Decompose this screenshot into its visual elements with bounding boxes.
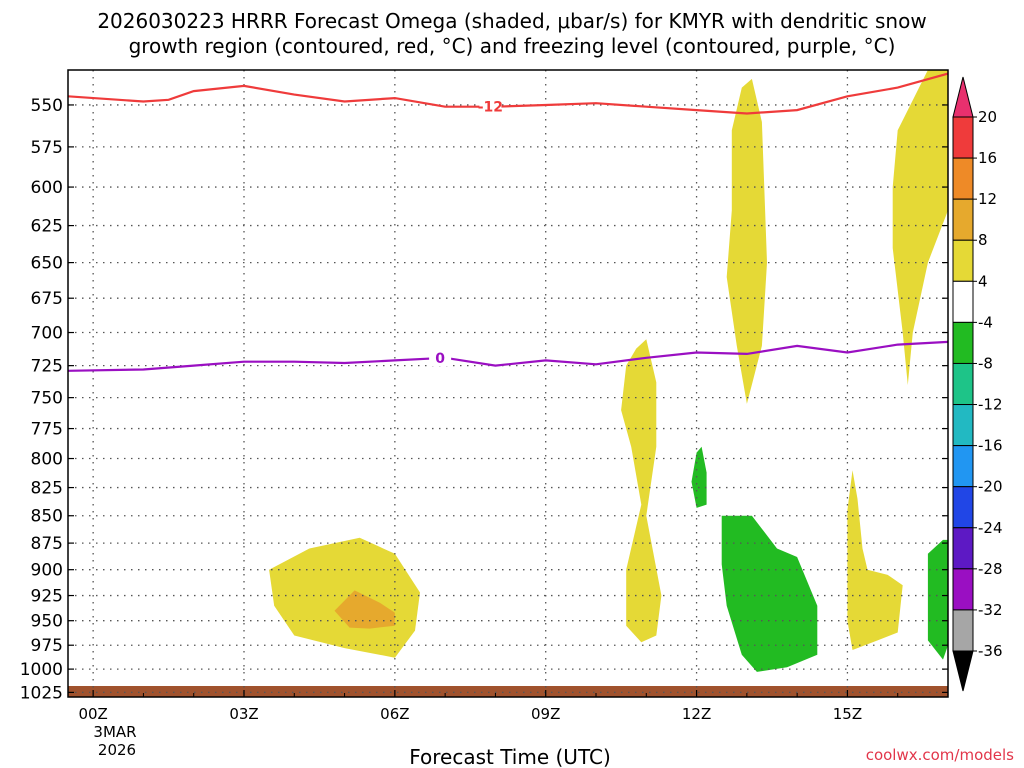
omega-region-rising-motion-4-8-upper-right bbox=[892, 70, 948, 385]
colorbar-swatch bbox=[952, 609, 974, 652]
dendritic-snow-growth-contour bbox=[68, 72, 948, 115]
y-tick-label: 850 bbox=[31, 507, 63, 527]
x-tick-label: 15Z bbox=[833, 705, 862, 723]
colorbar-bottom-arrow bbox=[952, 650, 974, 692]
colorbar-label: 20 bbox=[978, 108, 997, 126]
omega-region-rising-motion-4-8-11z-column bbox=[621, 339, 662, 643]
y-tick-label: 1025 bbox=[20, 683, 63, 703]
ground-surface-band bbox=[68, 686, 948, 697]
colorbar-label: -24 bbox=[978, 519, 1003, 537]
y-axis: 550 575 600 625 650 675 700 725 750 775 800 825 850 8… bbox=[20, 96, 948, 703]
omega-region-sinking-motion-4-8-right-edge bbox=[927, 539, 948, 660]
colorbar-swatch bbox=[952, 568, 974, 611]
x-date-label-day: 3MAR bbox=[93, 723, 136, 741]
colorbar-swatch bbox=[952, 486, 974, 529]
plot-area: -12 0 bbox=[67, 69, 949, 698]
watermark: coolwx.com/models bbox=[866, 746, 1014, 764]
colorbar-swatch bbox=[952, 404, 974, 447]
y-tick-label: 800 bbox=[31, 450, 63, 470]
x-date-label-year: 2026 bbox=[98, 741, 136, 759]
omega-region-rising-motion-4-8-15z-column bbox=[847, 470, 903, 650]
freezing-level-contour-label: 0 bbox=[435, 351, 445, 367]
colorbar-swatch bbox=[952, 157, 974, 200]
colorbar-label: 8 bbox=[978, 231, 988, 249]
colorbar-label: -4 bbox=[978, 313, 993, 331]
dendritic-snow-growth-contour-label-bg bbox=[479, 98, 502, 115]
chart-title-line-2: growth region (contoured, red, °C) and f… bbox=[129, 34, 896, 58]
y-tick-label: 725 bbox=[31, 357, 63, 377]
x-axis: 00Z 03Z 06Z 09Z 12Z 15Z bbox=[78, 690, 949, 723]
colorbar-swatch bbox=[952, 321, 974, 364]
omega-region-rising-motion-4-8-early bbox=[269, 537, 420, 658]
colorbar-label: 16 bbox=[978, 149, 997, 167]
omega-region-rising-motion-4-8-13z-column bbox=[726, 78, 767, 404]
y-tick-label: 625 bbox=[31, 217, 63, 237]
y-tick-label: 875 bbox=[31, 534, 63, 554]
colorbar-swatch bbox=[952, 116, 974, 159]
y-tick-label: 900 bbox=[31, 561, 63, 581]
colorbar-label: -32 bbox=[978, 601, 1003, 619]
freezing-level-contour bbox=[68, 340, 948, 372]
x-tick-label: 09Z bbox=[531, 705, 560, 723]
colorbar-label: -28 bbox=[978, 560, 1003, 578]
y-tick-label: 575 bbox=[31, 138, 63, 158]
colorbar-label: 12 bbox=[978, 190, 997, 208]
y-tick-label: 700 bbox=[31, 324, 63, 344]
colorbar-swatch bbox=[952, 239, 974, 282]
x-tick-label: 00Z bbox=[78, 705, 107, 723]
colorbar-swatch bbox=[952, 362, 974, 406]
omega-region-sinking-motion-4-8-13z bbox=[721, 515, 818, 672]
x-axis-title: Forecast Time (UTC) bbox=[409, 745, 611, 768]
x-tick-label: 12Z bbox=[682, 705, 711, 723]
colorbar-swatch bbox=[952, 280, 974, 323]
colorbar-swatch bbox=[952, 527, 974, 570]
plot-frame bbox=[67, 69, 949, 698]
y-tick-label: 675 bbox=[31, 289, 63, 309]
colorbar-swatch bbox=[952, 198, 974, 241]
y-tick-label: 825 bbox=[31, 479, 63, 499]
colorbar-label: -36 bbox=[978, 642, 1003, 660]
chart-title-line-1: 2026030223 HRRR Forecast Omega (shaded, … bbox=[97, 9, 926, 33]
y-tick-label: 775 bbox=[31, 420, 63, 440]
omega-region-rising-motion-8-12-early bbox=[334, 590, 395, 629]
y-tick-label: 550 bbox=[31, 96, 63, 116]
y-tick-label: 1000 bbox=[20, 660, 63, 680]
colorbar-swatch bbox=[952, 445, 974, 488]
freezing-level-contour-label-bg bbox=[429, 350, 452, 367]
y-tick-label: 975 bbox=[31, 636, 63, 656]
y-tick-label: 925 bbox=[31, 587, 63, 607]
y-tick-label: 750 bbox=[31, 389, 63, 409]
y-tick-label: 600 bbox=[31, 178, 63, 198]
omega-region-sinking-motion-4-8-12z-small bbox=[691, 446, 707, 508]
colorbar-label: -16 bbox=[978, 437, 1003, 455]
x-tick-label: 06Z bbox=[380, 705, 409, 723]
y-tick-label: 950 bbox=[31, 612, 63, 632]
colorbar-top-arrow bbox=[952, 76, 974, 118]
colorbar-label: -12 bbox=[978, 396, 1003, 414]
dendritic-snow-growth-contour-label: -12 bbox=[478, 100, 503, 116]
colorbar-label: -8 bbox=[978, 354, 993, 372]
y-tick-label: 650 bbox=[31, 254, 63, 274]
colorbar-label: -20 bbox=[978, 478, 1003, 496]
omega-colorbar: 20 16 12 8 4 -4 -8 -12 -16 -20 -24 -28 -32 -36 bbox=[952, 76, 1003, 692]
colorbar-label: 4 bbox=[978, 272, 988, 290]
x-tick-label: 03Z bbox=[229, 705, 258, 723]
